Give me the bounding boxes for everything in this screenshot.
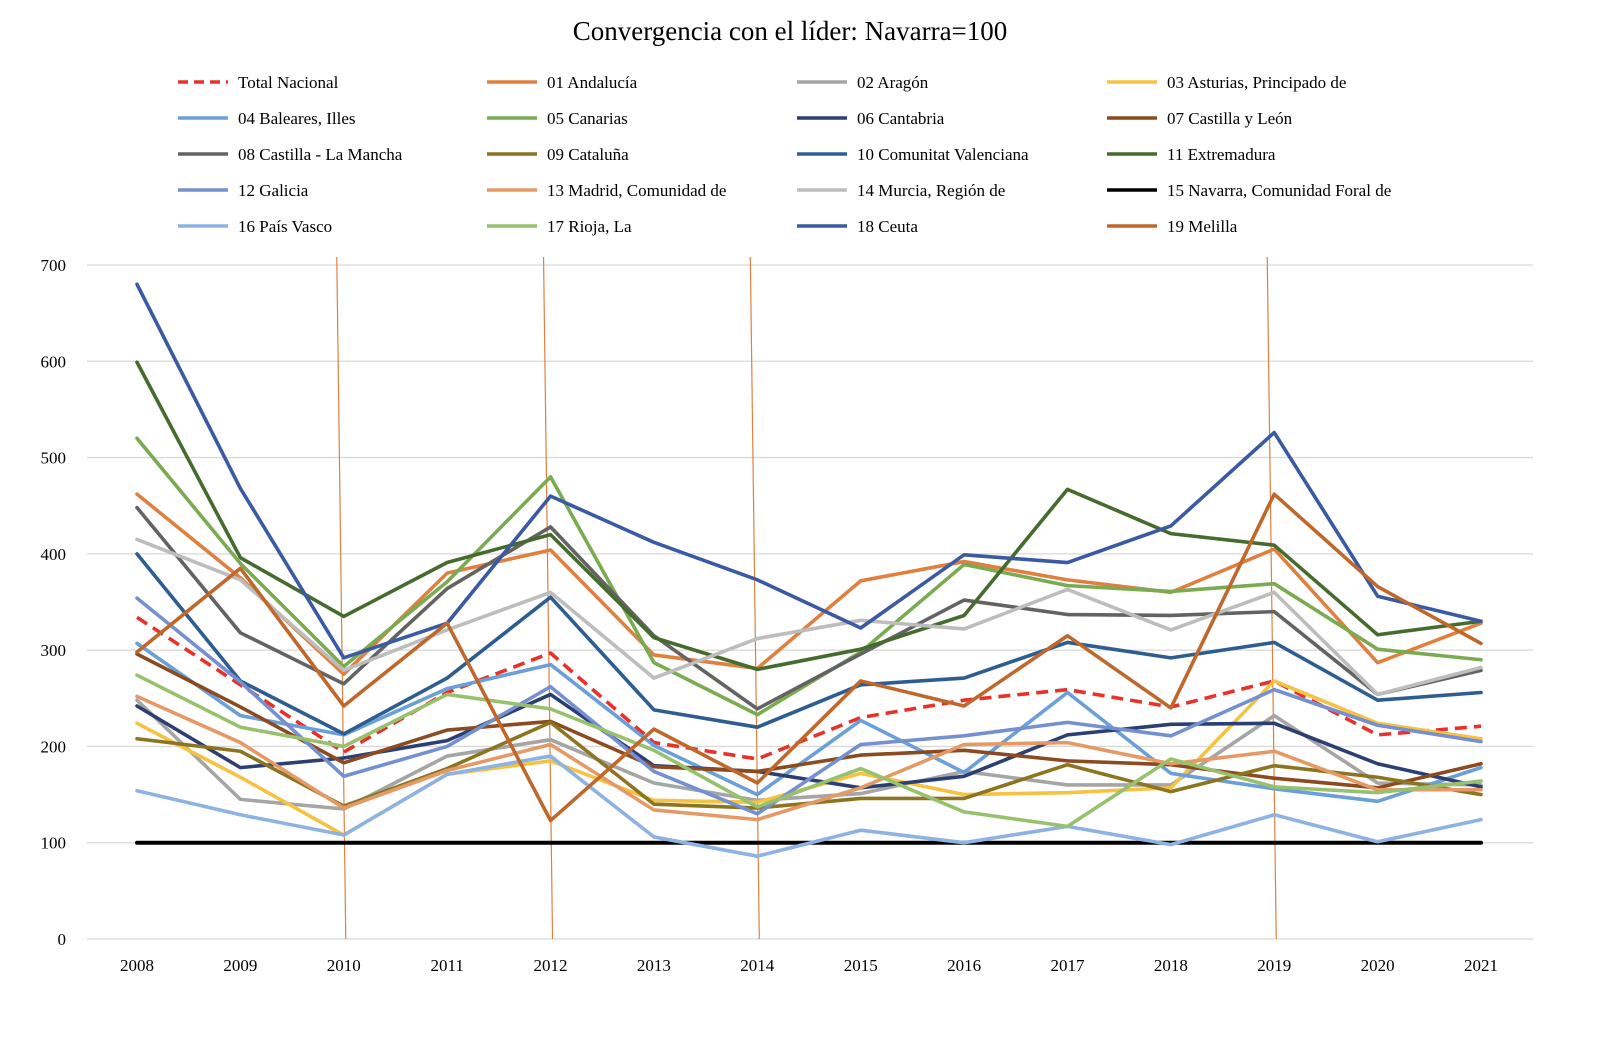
x-tick-label: 2011 [430,956,463,975]
gridlines [87,264,1533,940]
legend-label: 17 Rioja, La [547,217,632,236]
x-tick-label: 2013 [637,956,671,975]
series-line [135,694,1483,822]
legend-label: Total Nacional [238,73,339,92]
legend: Total Nacional 01 Andalucía 02 Aragón 03 As… [178,73,1391,236]
x-tick-label: 2020 [1361,956,1395,975]
x-tick-label: 2018 [1154,956,1188,975]
series-line [136,615,1482,761]
y-tick-label: 200 [41,737,67,756]
series-line [135,552,1483,736]
legend-label: 06 Cantabria [857,109,945,128]
series-line [135,641,1483,804]
x-tick-label: 2010 [327,956,361,975]
legend-label: 10 Comunitat Valenciana [857,145,1029,164]
legend-label: 15 Navarra, Comunidad Foral de [1167,181,1391,200]
x-tick-label: 2014 [740,956,775,975]
series-line [135,673,1483,829]
x-tick-label: 2015 [844,956,878,975]
x-tick-label: 2012 [534,956,568,975]
y-tick-label: 100 [41,834,67,853]
y-axis: 0 100 200 300 400 500 600 700 [41,256,67,949]
x-tick-label: 2009 [223,956,257,975]
legend-label: 18 Ceuta [857,217,918,236]
legend-label: 09 Cataluña [547,145,629,164]
legend-label: 07 Castilla y León [1167,109,1293,128]
series-lines [135,282,1483,858]
x-tick-label: 2016 [947,956,981,975]
x-axis: 2008 2009 2010 2011 2012 2013 2014 2015 2016 2017… [120,956,1498,975]
y-tick-label: 600 [41,352,67,371]
vertical-marker-line [336,256,347,940]
series-line [135,360,1483,672]
legend-label: 01 Andalucía [547,73,638,92]
y-tick-label: 500 [41,449,67,468]
x-tick-label: 2008 [120,956,154,975]
legend-label: 19 Melilla [1167,217,1238,236]
legend-label: 13 Madrid, Comunidad de [547,181,726,200]
vertical-marker-line [749,256,760,940]
legend-label: 08 Castilla - La Mancha [238,145,403,164]
y-tick-label: 700 [41,256,67,275]
legend-label: 03 Asturias, Principado de [1167,73,1346,92]
legend-label: 05 Canarias [547,109,628,128]
series-line [135,537,1483,697]
chart-title: Convergencia con el líder: Navarra=100 [573,16,1008,46]
series-line [135,492,1483,677]
series-line [135,505,1483,711]
x-tick-label: 2017 [1050,956,1085,975]
y-tick-label: 300 [41,641,67,660]
series-line [135,652,1483,790]
legend-label: 16 País Vasco [238,217,332,236]
series-line [135,492,1483,823]
series-line [135,436,1483,717]
legend-label: 12 Galicia [238,181,309,200]
x-tick-label: 2021 [1464,956,1498,975]
legend-label: 02 Aragón [857,73,929,92]
legend-label: 04 Baleares, Illes [238,109,356,128]
series-line [135,754,1483,858]
y-tick-label: 0 [58,930,67,949]
x-tick-label: 2019 [1257,956,1291,975]
y-tick-label: 400 [41,545,67,564]
legend-label: 11 Extremadura [1167,145,1276,164]
vertical-marker-line [1266,256,1277,940]
series-line [135,282,1483,660]
series-line [135,596,1483,816]
legend-label: 14 Murcia, Región de [857,181,1005,200]
